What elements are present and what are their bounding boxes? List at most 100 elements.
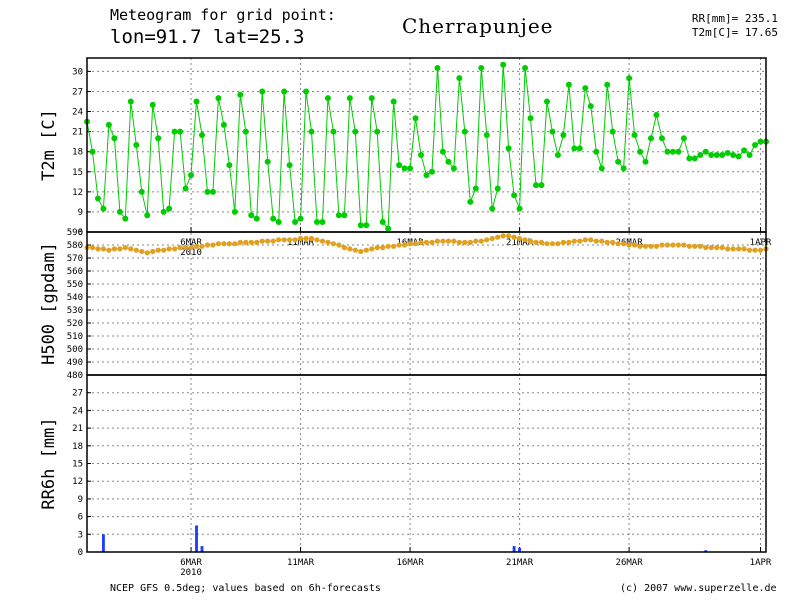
t2m-point <box>226 162 233 169</box>
t2m-point <box>565 81 572 88</box>
t2m-point <box>275 218 282 225</box>
t2m-ytick-label: 15 <box>72 168 83 178</box>
h500-point <box>719 245 725 251</box>
h500-point <box>560 239 566 245</box>
h500-point <box>462 239 468 245</box>
h500-point <box>604 239 610 245</box>
h500-point <box>199 243 205 249</box>
t2m-point <box>554 152 561 159</box>
t2m-ytick-label: 9 <box>78 208 83 218</box>
t2m-point <box>155 135 162 142</box>
h500-point <box>396 242 402 248</box>
t2m-point <box>664 148 671 155</box>
h500-point <box>380 245 386 251</box>
h500-point <box>100 246 107 252</box>
h500-ytick-label: 580 <box>67 241 83 251</box>
rr6h-frame <box>86 374 767 553</box>
t2m-point <box>105 121 112 128</box>
h500-point <box>122 245 128 251</box>
h500-point <box>473 238 479 244</box>
h500-point <box>226 241 232 247</box>
h500-point <box>538 239 545 245</box>
t2m-point <box>549 128 556 135</box>
h500-panel: 480 490 500 510 520 530 540 550 560 570 580 590 H500… <box>39 228 769 381</box>
t2m-point <box>445 158 452 165</box>
h500-point <box>374 245 380 251</box>
t2m-point <box>368 95 375 102</box>
t2m-point <box>313 218 320 225</box>
t2m-point <box>472 185 479 192</box>
t2m-point <box>396 162 403 169</box>
t2m-point <box>418 152 425 159</box>
h500-point <box>522 237 528 243</box>
t2m-point <box>522 65 529 72</box>
h500-axis-label: H500 [gpdam] <box>39 242 59 365</box>
h500-point <box>117 246 123 252</box>
t2m-panel: 6 9 12 15 18 21 24 27 30 T2m [C] <box>39 57 769 238</box>
t2m-point <box>248 212 255 219</box>
h500-point <box>741 246 747 252</box>
t2m-point <box>669 148 676 155</box>
h500-point <box>325 239 331 245</box>
t2m-point <box>204 188 211 195</box>
h500-point <box>391 243 397 249</box>
h500-point <box>89 245 96 251</box>
h500-point <box>686 243 692 249</box>
h500-point <box>248 239 254 245</box>
copyright-note: (c) 2007 www.superzelle.de <box>620 583 777 594</box>
t2m-point <box>680 135 687 142</box>
h500-point <box>566 239 572 245</box>
rr6h-ytick-label: 27 <box>72 389 83 399</box>
t2m-point <box>461 128 468 135</box>
rr6h-panel: 0 3 6 9 12 15 18 21 24 27 RR6h [mm] <box>39 374 767 558</box>
h500-point <box>341 245 347 251</box>
t2m-point <box>626 75 633 82</box>
h500-point <box>276 237 282 243</box>
t2m-point <box>456 75 463 82</box>
h500-point <box>144 250 150 256</box>
rr6h-bar <box>518 547 522 552</box>
rr6h-bar <box>200 546 204 552</box>
h500-point <box>631 242 638 248</box>
t2m-point <box>609 128 616 135</box>
t2m-point <box>259 88 266 95</box>
h500-point <box>172 246 178 252</box>
h500-point <box>478 238 484 244</box>
t2m-point <box>215 95 222 102</box>
h500-ytick-label: 510 <box>67 332 83 342</box>
t2m-point <box>434 65 441 72</box>
t2m-point <box>133 142 140 148</box>
t2m-point <box>385 225 392 232</box>
t2m-point <box>691 155 698 162</box>
t2m-point <box>620 165 627 172</box>
rainfall-total: RR[mm]= 235.1 <box>691 12 778 25</box>
h500-point <box>166 246 172 252</box>
grid-point-coordinates: lon=91.7 lat=25.3 <box>110 26 305 48</box>
h500-point <box>527 238 534 244</box>
t2m-axis-label: T2m [C] <box>39 109 59 181</box>
t2m-point <box>713 152 720 159</box>
h500-point <box>270 238 276 244</box>
t2m-point <box>648 135 655 142</box>
h500-point <box>215 241 222 247</box>
h500-point <box>544 241 550 247</box>
h500-point <box>193 243 200 249</box>
t2m-point <box>127 98 134 105</box>
h500-point <box>725 246 731 252</box>
h500-ytick-label: 550 <box>67 280 83 290</box>
h500-point <box>106 247 112 253</box>
t2m-point <box>171 128 178 135</box>
t2m-point <box>237 91 244 98</box>
t2m-point <box>188 172 195 179</box>
h500-point <box>412 241 419 247</box>
time-tick-label: 1APR <box>750 558 772 568</box>
meteogram-title: Meteogram for grid point: <box>110 6 336 24</box>
h500-point <box>456 239 462 245</box>
h500-ytick-label: 480 <box>67 371 83 381</box>
h500-point <box>708 245 714 251</box>
t2m-point <box>231 208 238 215</box>
t2m-point <box>138 188 145 195</box>
h500-ytick-label: 530 <box>67 306 83 316</box>
t2m-point <box>658 135 665 142</box>
